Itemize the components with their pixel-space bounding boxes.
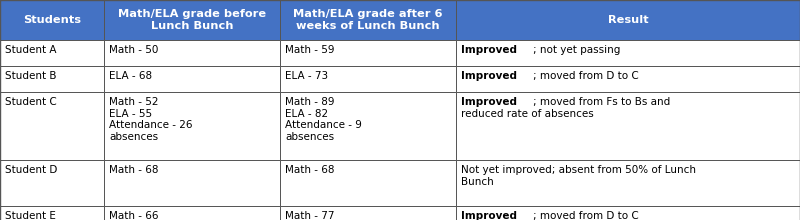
Text: ; not yet passing: ; not yet passing — [534, 45, 621, 55]
Bar — [0, 40, 104, 66]
Text: Math - 68: Math - 68 — [109, 165, 158, 175]
Bar — [0, 160, 104, 206]
Text: Improved: Improved — [461, 211, 517, 220]
Bar — [0, 92, 104, 160]
Bar — [456, 40, 800, 66]
Bar — [456, 0, 800, 40]
Text: Math - 50: Math - 50 — [109, 45, 158, 55]
Text: Improved: Improved — [461, 45, 517, 55]
Text: Math - 89
ELA - 82
Attendance - 9
absences: Math - 89 ELA - 82 Attendance - 9 absenc… — [285, 97, 362, 142]
Text: Students: Students — [23, 15, 81, 25]
Text: Improved: Improved — [461, 71, 517, 81]
Text: Math/ELA grade after 6
weeks of Lunch Bunch: Math/ELA grade after 6 weeks of Lunch Bu… — [294, 9, 442, 31]
Text: Math/ELA grade before
Lunch Bunch: Math/ELA grade before Lunch Bunch — [118, 9, 266, 31]
Bar — [0, 0, 104, 40]
Bar — [0, 206, 104, 220]
Text: Student D: Student D — [5, 165, 58, 175]
Text: Not yet improved; absent from 50% of Lunch
Bunch: Not yet improved; absent from 50% of Lun… — [461, 165, 696, 187]
Text: Student C: Student C — [5, 97, 57, 107]
Bar — [280, 66, 456, 92]
Bar — [104, 0, 280, 40]
Text: ; moved from D to C: ; moved from D to C — [534, 211, 639, 220]
Text: Student E: Student E — [5, 211, 56, 220]
Bar — [280, 0, 456, 40]
Bar — [456, 206, 800, 220]
Bar — [104, 66, 280, 92]
Bar — [280, 160, 456, 206]
Text: Student B: Student B — [5, 71, 57, 81]
Bar — [280, 206, 456, 220]
Text: Math - 77: Math - 77 — [285, 211, 334, 220]
Text: Math - 59: Math - 59 — [285, 45, 334, 55]
Text: Improved: Improved — [461, 97, 517, 107]
Text: ELA - 68: ELA - 68 — [109, 71, 152, 81]
Text: reduced rate of absences: reduced rate of absences — [461, 109, 594, 119]
Bar — [104, 92, 280, 160]
Text: Result: Result — [608, 15, 648, 25]
Text: ; moved from Fs to Bs and: ; moved from Fs to Bs and — [534, 97, 670, 107]
Bar — [280, 40, 456, 66]
Bar — [104, 160, 280, 206]
Text: Math - 66: Math - 66 — [109, 211, 158, 220]
Bar — [456, 92, 800, 160]
Text: Math - 52
ELA - 55
Attendance - 26
absences: Math - 52 ELA - 55 Attendance - 26 absen… — [109, 97, 193, 142]
Bar — [0, 66, 104, 92]
Bar — [456, 66, 800, 92]
Text: ELA - 73: ELA - 73 — [285, 71, 328, 81]
Text: Math - 68: Math - 68 — [285, 165, 334, 175]
Bar — [456, 160, 800, 206]
Bar — [280, 92, 456, 160]
Text: Student A: Student A — [5, 45, 57, 55]
Bar — [104, 206, 280, 220]
Bar — [104, 40, 280, 66]
Text: ; moved from D to C: ; moved from D to C — [534, 71, 639, 81]
